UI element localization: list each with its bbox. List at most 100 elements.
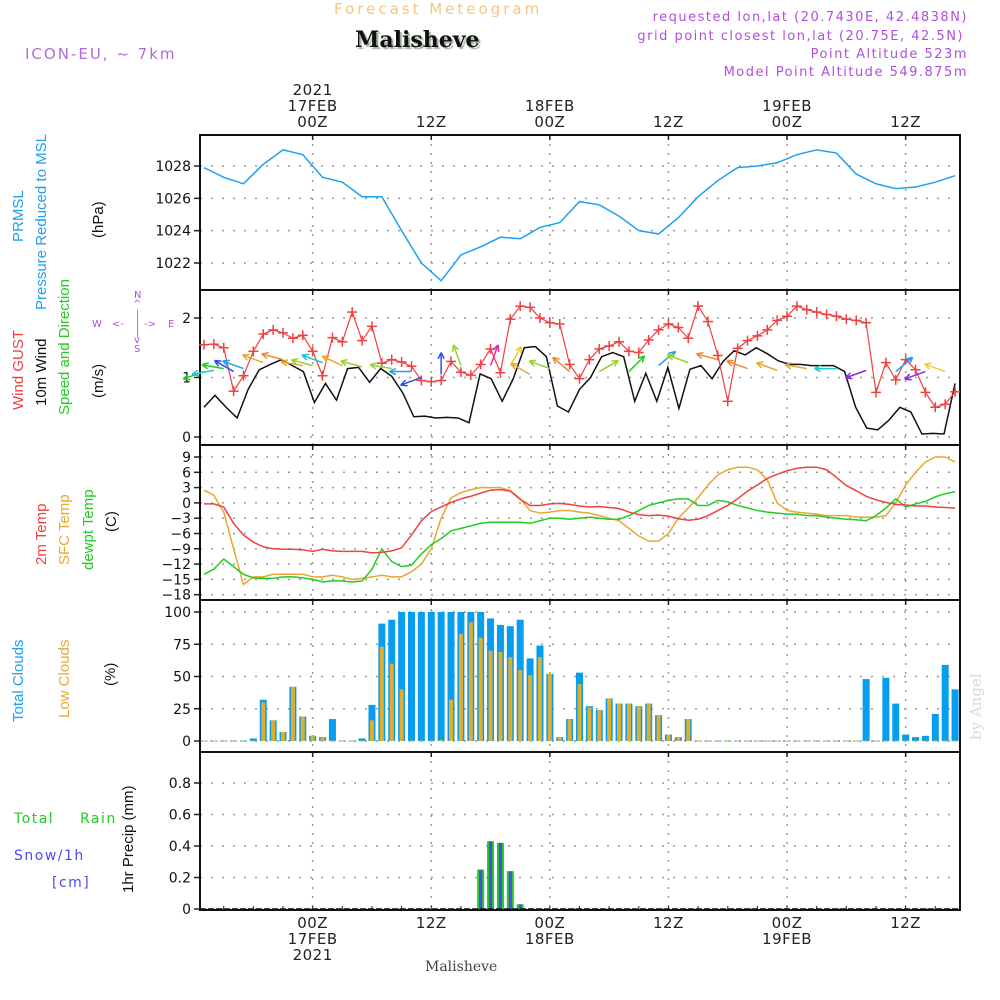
wind-arrow xyxy=(340,360,363,368)
wind-arrow-head xyxy=(515,345,522,352)
footer-location: Malisheve xyxy=(425,959,498,975)
wind-arrow-head xyxy=(440,352,445,360)
low-cloud-bar xyxy=(626,703,631,741)
wind-arrow xyxy=(280,361,303,367)
point-altitude: Point Altitude 523m xyxy=(810,47,968,62)
compass-w: W xyxy=(92,319,102,330)
time-label-line: 17FEB xyxy=(287,930,338,948)
y-tick-label: 25 xyxy=(173,702,191,718)
chart-subtitle: Forecast Meteogram xyxy=(334,0,543,18)
total-cloud-bar xyxy=(417,612,425,741)
y-tick-label: 0.6 xyxy=(169,808,191,824)
low-cloud-bar xyxy=(676,737,681,741)
precip-snow-bar xyxy=(508,871,512,909)
wind-arrow-head xyxy=(668,350,676,354)
wind-arrow-head xyxy=(301,354,308,361)
total-cloud-bar xyxy=(931,713,939,741)
wind-arrow-head xyxy=(201,364,209,370)
low-cloud-bar xyxy=(646,703,651,741)
low-cloud-bar xyxy=(537,657,542,741)
wind-arrow-head xyxy=(183,378,191,381)
grid-point-coords: grid point closest lon,lat (20.75E, 42.5… xyxy=(637,29,964,44)
wind-arrow-head xyxy=(261,351,269,355)
low-cloud-bar xyxy=(488,650,493,741)
chart-title: Malisheve xyxy=(355,27,480,53)
wind-arrow-head xyxy=(528,360,535,367)
low-cloud-bar xyxy=(577,684,582,741)
wind-arrow-head xyxy=(696,351,704,355)
total-cloud-bar xyxy=(902,734,910,741)
low-cloud-bar xyxy=(458,633,463,741)
wind-arrow-head xyxy=(213,360,220,367)
low-cloud-bar xyxy=(281,731,286,741)
y-tick-label: 1028 xyxy=(155,159,191,175)
sfc-temp-line xyxy=(203,456,956,586)
wind-arrow xyxy=(509,346,522,366)
wind-arrow-head xyxy=(242,353,250,356)
wind-arrow xyxy=(222,360,244,370)
top-time-label: 12Z xyxy=(866,114,946,130)
bottom-time-label: 12Z xyxy=(628,915,708,931)
wind-arrow xyxy=(322,355,343,367)
pressure-panel-frame xyxy=(199,134,961,291)
low-cloud-bar xyxy=(617,703,622,741)
low-cloud-bar xyxy=(587,707,592,741)
time-label-line: 12Z xyxy=(890,113,922,131)
wind-arrow-head xyxy=(214,359,222,362)
wind-arrow-head xyxy=(321,355,328,363)
wind-arrow xyxy=(696,353,719,361)
wind-arrow-head xyxy=(389,367,397,373)
time-label-line: 2021 xyxy=(292,946,333,964)
low-cloud-bar xyxy=(300,716,305,741)
low-cloud-bar xyxy=(468,622,473,741)
requested-coords: requested lon,lat (20.7430E, 42.4838N) xyxy=(652,10,968,25)
y-tick-label: −6 xyxy=(170,527,191,543)
wind-arrow xyxy=(301,354,323,364)
wind-arrow xyxy=(598,359,619,373)
low-cloud-bar xyxy=(557,737,562,741)
wind-arrow-head xyxy=(182,373,189,380)
time-label-line: 12Z xyxy=(653,914,684,932)
wind-arrow-head xyxy=(222,360,229,367)
wind-arrow-head xyxy=(301,353,309,356)
wind-arrow-head xyxy=(726,360,733,367)
y-tick-label: −3 xyxy=(170,511,191,527)
wind-arrow-head xyxy=(756,361,764,364)
wind-arrow-head xyxy=(369,362,378,366)
wind-arrow xyxy=(895,356,914,373)
time-label-line: 00Z xyxy=(771,914,803,932)
y-tick-label: 9 xyxy=(182,450,191,466)
compass-n: N xyxy=(134,290,142,301)
low-cloud-bar xyxy=(656,715,661,741)
dewpt-temp-line xyxy=(203,490,956,583)
y-tick-label: −9 xyxy=(170,542,191,558)
wind-arrow-head xyxy=(923,363,930,370)
wind-arrow-head xyxy=(613,360,619,367)
wind-arrow-head xyxy=(400,379,407,386)
y-tick-label: 0 xyxy=(182,902,191,918)
y-tick-label: 6 xyxy=(182,465,191,481)
wind-arrow-head xyxy=(389,370,397,376)
bottom-time-label: 12Z xyxy=(866,915,946,931)
time-label-line: 17FEB xyxy=(287,97,338,115)
time-label-line: 00Z xyxy=(534,113,566,131)
wind-arrow-head xyxy=(242,354,248,361)
total-cloud-bar xyxy=(882,677,890,741)
y-tick-label: −12 xyxy=(161,557,191,573)
y-tick-label: 0.2 xyxy=(169,871,191,887)
time-label-line: 19FEB xyxy=(762,97,813,115)
time-label-line: 00Z xyxy=(534,914,566,932)
wind-arrow-head xyxy=(222,359,230,362)
compass-legend: N ^ | W <- | -> E | v S xyxy=(92,290,175,355)
wind-arrow xyxy=(452,344,462,366)
wind-arrow-head xyxy=(340,360,347,367)
wind-arrow-head xyxy=(510,363,516,370)
low-cloud-bar xyxy=(389,663,394,741)
y-tick-label: −18 xyxy=(161,588,191,604)
precip-panel-frame xyxy=(199,751,961,911)
y-tick-label: 100 xyxy=(164,605,191,621)
wind-arrow xyxy=(756,362,778,372)
wind-arrow-head xyxy=(814,367,822,373)
y-tick-label: 0.8 xyxy=(169,776,191,792)
wind-arrow xyxy=(667,354,689,364)
